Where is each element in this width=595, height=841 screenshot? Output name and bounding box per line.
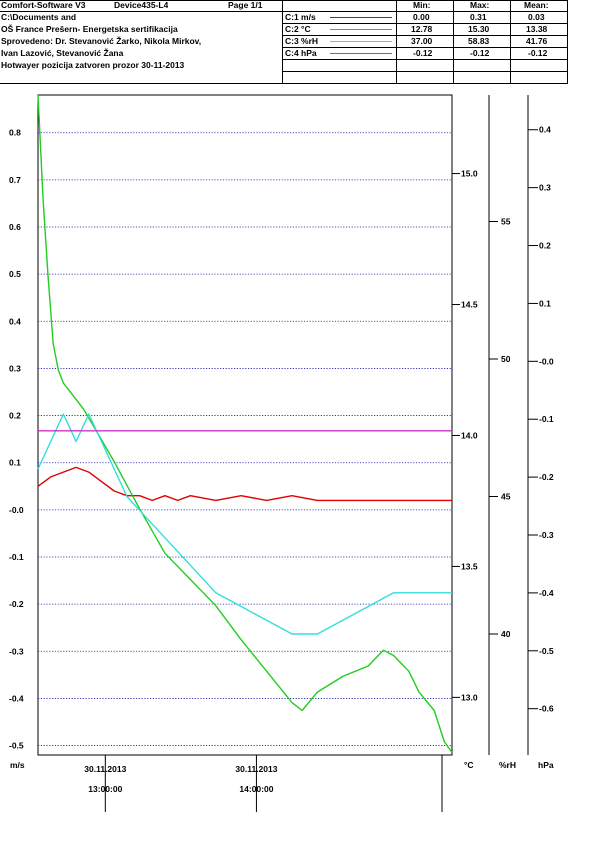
page-number: Page 1/1 xyxy=(228,0,263,10)
channel-color-swatch xyxy=(330,29,392,30)
channel-max: 58.83 xyxy=(468,36,490,46)
celsius-unit-label: °C xyxy=(464,760,474,770)
hpa-tick-label: -0.3 xyxy=(539,530,554,540)
column-min-label: Min: xyxy=(413,0,431,10)
header-row-divider xyxy=(282,47,568,48)
channel-min: 12.78 xyxy=(411,24,433,34)
celsius-tick-label: 13.0 xyxy=(461,692,478,702)
header-column-divider xyxy=(453,0,454,83)
info-line: C:\Documents and xyxy=(1,12,77,22)
ms-tick-label: 0.2 xyxy=(9,411,21,421)
time-tick-date: 30.11.2013 xyxy=(235,764,277,774)
time-tick-time: 13:00:00 xyxy=(88,784,122,794)
hpa-tick-label: -0.5 xyxy=(539,646,554,656)
ms-tick-label: 0.4 xyxy=(9,316,21,326)
channel-min: 37.00 xyxy=(411,36,433,46)
hpa-tick-label: -0.4 xyxy=(539,588,554,598)
channel-label: C:4 hPa xyxy=(285,48,317,58)
channel-label: C:2 °C xyxy=(285,24,311,34)
column-max-label: Max: xyxy=(470,0,490,10)
header-row-divider xyxy=(282,71,568,72)
time-tick-time: 14:00:00 xyxy=(239,784,273,794)
header-bottom-border xyxy=(0,83,568,84)
header-row-divider xyxy=(282,59,568,60)
rh-tick-label: 50 xyxy=(501,354,511,364)
info-line: Hotwayer pozicija zatvoren prozor 30-11-… xyxy=(1,60,185,70)
hpa-tick-label: 0.2 xyxy=(539,241,551,251)
hpa-tick-label: 0.4 xyxy=(539,125,551,135)
header-row-divider xyxy=(0,11,568,12)
time-tick-date: 30.11.2013 xyxy=(84,764,126,774)
channel-color-swatch xyxy=(330,17,392,18)
rh-tick-label: 40 xyxy=(501,629,511,639)
hpa-tick-label: 0.3 xyxy=(539,183,551,193)
app-name: Comfort-Software V3 xyxy=(1,0,86,10)
ms-tick-label: 0.7 xyxy=(9,175,21,185)
channel-mean: 0.03 xyxy=(528,12,545,22)
header-row-divider xyxy=(282,35,568,36)
series-line xyxy=(37,94,453,753)
celsius-tick-label: 13.5 xyxy=(461,561,478,571)
ms-tick-label: -0.4 xyxy=(9,693,24,703)
series-line xyxy=(37,413,452,635)
channel-mean: 13.38 xyxy=(526,24,548,34)
ms-tick-label: 0.8 xyxy=(9,128,21,138)
device-name: Device435-L4 xyxy=(114,0,169,10)
header-column-divider xyxy=(567,0,568,83)
ms-tick-label: -0.3 xyxy=(9,646,24,656)
celsius-tick-label: 14.0 xyxy=(461,430,478,440)
hpa-tick-label: -0.0 xyxy=(539,356,554,366)
plot-frame xyxy=(37,94,453,756)
hpa-tick-label: -0.1 xyxy=(539,414,554,424)
ms-tick-label: -0.1 xyxy=(9,552,24,562)
header-top-border xyxy=(0,0,568,1)
ms-tick-label: 0.3 xyxy=(9,363,21,373)
channel-label: C:3 %rH xyxy=(285,36,319,46)
ms-unit-label: m/s xyxy=(10,760,25,770)
channel-mean: -0.12 xyxy=(528,48,548,58)
info-line: Ivan Lazović, Stevanović Žana xyxy=(1,48,124,58)
report-header: Comfort-Software V3 Device435-L4 Page 1/… xyxy=(0,0,568,84)
ms-tick-label: -0.5 xyxy=(9,741,24,751)
header-column-divider xyxy=(510,0,511,83)
header-row-divider xyxy=(282,23,568,24)
channel-min: -0.12 xyxy=(413,48,433,58)
hpa-tick-label: -0.2 xyxy=(539,472,554,482)
hpa-unit-label: hPa xyxy=(538,760,554,770)
channel-max: 0.31 xyxy=(470,12,487,22)
series-layer xyxy=(37,94,453,753)
hpa-tick-label: -0.6 xyxy=(539,704,554,714)
hpa-tick-label: 0.1 xyxy=(539,298,551,308)
channel-color-swatch xyxy=(330,53,392,54)
channel-max: -0.12 xyxy=(470,48,490,58)
celsius-tick-label: 14.5 xyxy=(461,300,478,310)
ms-tick-label: -0.2 xyxy=(9,599,24,609)
rh-tick-label: 55 xyxy=(501,217,511,227)
info-line: OŠ France Prešern- Energetska sertifikac… xyxy=(1,24,178,34)
header-column-divider xyxy=(282,0,283,83)
rh-unit-label: %rH xyxy=(499,760,516,770)
channel-max: 15.30 xyxy=(468,24,490,34)
header-column-divider xyxy=(396,0,397,83)
column-mean-label: Mean: xyxy=(524,0,549,10)
channel-label: C:1 m/s xyxy=(285,12,316,22)
channel-color-swatch xyxy=(330,41,392,42)
channel-min: 0.00 xyxy=(413,12,430,22)
ms-tick-label: -0.0 xyxy=(9,505,24,515)
info-line: Sprovedeno: Dr. Stevanović Žarko, Nikola… xyxy=(1,36,202,46)
axis-layer: 0.8 0.7 0.6 0.5 0.4 0.3 0.2 0.1 -0.0 -0.1 -0.2 -0.3… xyxy=(9,95,554,812)
ms-tick-label: 0.1 xyxy=(9,458,21,468)
series-line xyxy=(37,466,452,502)
ms-tick-label: 0.5 xyxy=(9,269,21,279)
ms-tick-label: 0.6 xyxy=(9,222,21,232)
grid-layer xyxy=(37,94,453,756)
channel-mean: 41.76 xyxy=(526,36,548,46)
rh-tick-label: 45 xyxy=(501,492,511,502)
celsius-tick-label: 15.0 xyxy=(461,169,478,179)
